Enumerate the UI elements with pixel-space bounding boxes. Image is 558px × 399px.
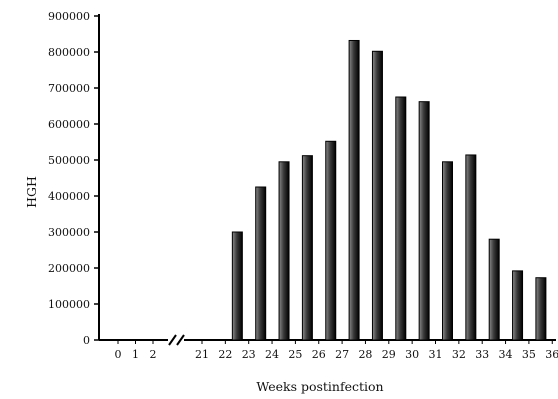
y-tick-label: 800000 [48, 46, 90, 59]
y-tick-label: 100000 [48, 298, 90, 311]
y-axis-label: HGH [24, 176, 39, 208]
x-tick-label: 34 [499, 348, 513, 361]
y-tick-label: 300000 [48, 226, 90, 239]
y-tick-label: 900000 [48, 10, 90, 23]
bar-week-29 [395, 96, 407, 341]
bar-week-34 [512, 270, 524, 341]
x-tick-label: 21 [195, 348, 209, 361]
x-tick-label: 33 [475, 348, 489, 361]
y-axis: 0 100000 200000 300000 400000 500000 600000 700… [48, 10, 100, 347]
bars [231, 39, 547, 341]
bar-week-30 [418, 101, 430, 341]
x-tick-label: 36 [545, 348, 558, 361]
axis-break-mark [168, 334, 177, 346]
bar-week-24 [278, 161, 290, 341]
bar-week-22 [231, 231, 243, 341]
y-tick-label: 0 [83, 334, 90, 347]
y-tick-label: 600000 [48, 118, 90, 131]
x-tick-label: 29 [382, 348, 396, 361]
y-tick-label: 200000 [48, 262, 90, 275]
x-tick-label: 2 [150, 348, 157, 361]
bar-week-35 [535, 277, 547, 341]
x-tick-label: 23 [242, 348, 256, 361]
x-tick-label: 24 [265, 348, 279, 361]
x-tick-label: 35 [522, 348, 536, 361]
x-tick-label: 28 [358, 348, 372, 361]
x-tick-label: 27 [335, 348, 349, 361]
bar-week-33 [488, 238, 500, 341]
bar-week-26 [325, 140, 337, 341]
x-tick-label: 31 [429, 348, 443, 361]
y-tick-label: 400000 [48, 190, 90, 203]
x-axis-label: Weeks postinfection [256, 379, 383, 394]
bar-week-23 [255, 186, 267, 341]
bar-week-27 [348, 39, 360, 341]
bar-week-28 [371, 50, 383, 341]
x-tick-label: 32 [452, 348, 466, 361]
axis-break-mark [176, 334, 185, 346]
bar-week-32 [465, 154, 477, 341]
x-tick-label: 26 [312, 348, 326, 361]
bar-week-31 [442, 161, 453, 341]
x-tick-label: 22 [218, 348, 232, 361]
x-tick-label: 25 [288, 348, 302, 361]
y-tick-label: 700000 [48, 82, 90, 95]
y-tick-label: 500000 [48, 154, 90, 167]
bar-week-25 [301, 155, 313, 341]
x-tick-label: 0 [115, 348, 122, 361]
x-tick-label: 1 [132, 348, 139, 361]
x-tick-label: 30 [405, 348, 419, 361]
